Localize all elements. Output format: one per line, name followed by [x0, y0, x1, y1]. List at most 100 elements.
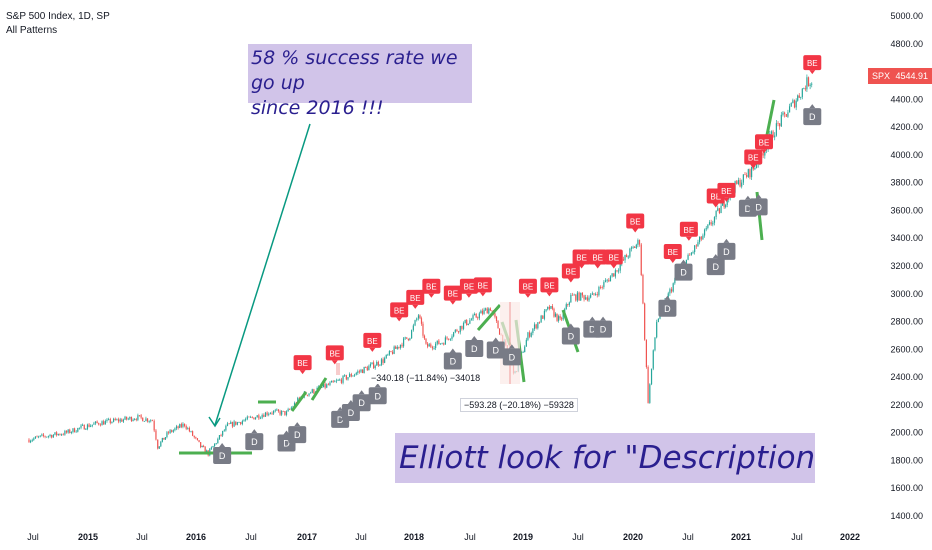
pattern-label-be[interactable]: BE [540, 277, 559, 297]
pattern-label-be[interactable]: BE [561, 263, 580, 283]
pattern-label-d[interactable]: D [443, 348, 462, 370]
candle-body [117, 419, 120, 422]
candle-body [112, 418, 115, 422]
d-badge-box [749, 198, 768, 216]
candle-body [528, 332, 531, 337]
bottom-note[interactable]: Elliott look for "Description below" [395, 433, 815, 483]
pattern-label-d[interactable]: D [502, 344, 521, 366]
candle-body [806, 77, 808, 90]
pattern-label-d[interactable]: D [674, 259, 693, 281]
candle-body [550, 306, 552, 309]
pattern-label-be[interactable]: BE [604, 249, 623, 269]
candle-body [495, 316, 498, 321]
green-mark[interactable] [310, 377, 328, 401]
measure-range-1[interactable] [336, 363, 340, 375]
pattern-label-be[interactable]: BE [518, 278, 537, 298]
candle-body [160, 441, 162, 447]
candle-body [373, 362, 375, 369]
pattern-label-be[interactable]: BE [572, 249, 591, 269]
candle-body [135, 419, 137, 421]
pattern-label-d[interactable]: D [803, 104, 822, 126]
d-badge-pointer [358, 390, 365, 395]
pattern-label-d[interactable]: D [465, 336, 484, 358]
pattern-label-be[interactable]: BE [803, 55, 822, 75]
price-axis[interactable]: 1400.00 1600.00 1800.00 2000.00 2200.00 2400.… [890, 11, 923, 521]
pattern-label-d[interactable]: D [594, 316, 613, 338]
top-note[interactable]: 58 % success rate we go up since 2016 !!… [248, 44, 472, 119]
pattern-label-d[interactable]: D [368, 383, 387, 405]
candle-body [253, 417, 255, 420]
candle-body [545, 309, 547, 311]
pattern-label-be[interactable]: BE [406, 289, 425, 309]
candle-body [578, 292, 580, 301]
pattern-label-d[interactable]: D [561, 323, 580, 345]
pattern-label-d[interactable]: D [288, 422, 307, 444]
candle-body [637, 240, 639, 245]
pattern-label-be[interactable]: BE [443, 285, 462, 305]
pattern-label-be[interactable]: BE [717, 182, 736, 202]
candle-body [737, 180, 740, 185]
pattern-label-be[interactable]: BE [744, 149, 763, 169]
pattern-label-d[interactable]: D [749, 194, 768, 216]
pattern-label-be[interactable]: BE [679, 221, 698, 241]
pattern-label-be[interactable]: BE [473, 277, 492, 297]
pattern-label-be[interactable]: BE [422, 278, 441, 298]
candle-body [196, 438, 199, 441]
pattern-label-be[interactable]: BE [663, 244, 682, 263]
candle-body [461, 325, 463, 329]
d-badge-pointer [755, 194, 762, 199]
candle-body [116, 419, 118, 421]
candle-body [261, 415, 263, 418]
pattern-label-d[interactable]: D [717, 238, 736, 260]
pattern-label-d[interactable]: D [245, 429, 264, 451]
pattern-label-be[interactable]: BE [588, 249, 607, 269]
time-axis[interactable]: Jul 2015 Jul 2016 Jul 2017 Jul 2018 Jul 2019 Jul 20… [27, 532, 860, 542]
candle-body [571, 294, 574, 296]
d-badge-box [717, 242, 736, 260]
be-badge-box [803, 55, 822, 71]
candle-body [365, 366, 367, 368]
pattern-label-be[interactable]: BE [325, 345, 344, 365]
candle-body [723, 201, 725, 208]
green-mark[interactable] [476, 304, 502, 331]
candle-body [311, 389, 313, 393]
d-badge-text: D [809, 112, 816, 122]
pattern-label-d[interactable]: D [352, 390, 371, 412]
pattern-label-d[interactable]: D [706, 254, 725, 276]
candle-body [124, 416, 126, 420]
pattern-label-d[interactable]: D [486, 337, 505, 359]
green-mark[interactable] [290, 391, 308, 412]
candle-body [28, 439, 30, 443]
candle-body [575, 294, 577, 301]
candle-body [606, 279, 608, 281]
d-badge-box [706, 258, 725, 276]
pattern-label-be[interactable]: BE [390, 302, 409, 322]
candle-body [94, 421, 97, 424]
trend-arrow-line[interactable] [214, 123, 311, 426]
candle-body [254, 417, 257, 420]
pattern-label-d[interactable]: D [658, 295, 677, 317]
pattern-label-be[interactable]: BE [754, 134, 773, 154]
candle-body [428, 344, 430, 347]
candle-body [779, 123, 781, 127]
candle-body [109, 419, 111, 423]
pattern-label-be[interactable]: BE [363, 332, 382, 352]
pattern-label-be[interactable]: BE [626, 213, 645, 233]
pattern-label-be[interactable]: BE [459, 278, 478, 298]
candle-body [388, 351, 390, 355]
candle-body [438, 340, 440, 345]
candle-body [559, 316, 561, 319]
d-badge-pointer [251, 429, 258, 434]
time-tick-label: Jul [136, 532, 148, 542]
candle-body [744, 174, 746, 176]
candle-body [411, 330, 413, 339]
pattern-label-d[interactable]: D [213, 443, 232, 464]
candle-body [279, 411, 281, 415]
candle-body [233, 421, 235, 427]
candle-body [657, 318, 659, 322]
d-badge-pointer [471, 336, 478, 341]
pattern-label-be[interactable]: BE [293, 355, 312, 375]
candle-body [722, 201, 724, 206]
candle-body [384, 358, 386, 363]
